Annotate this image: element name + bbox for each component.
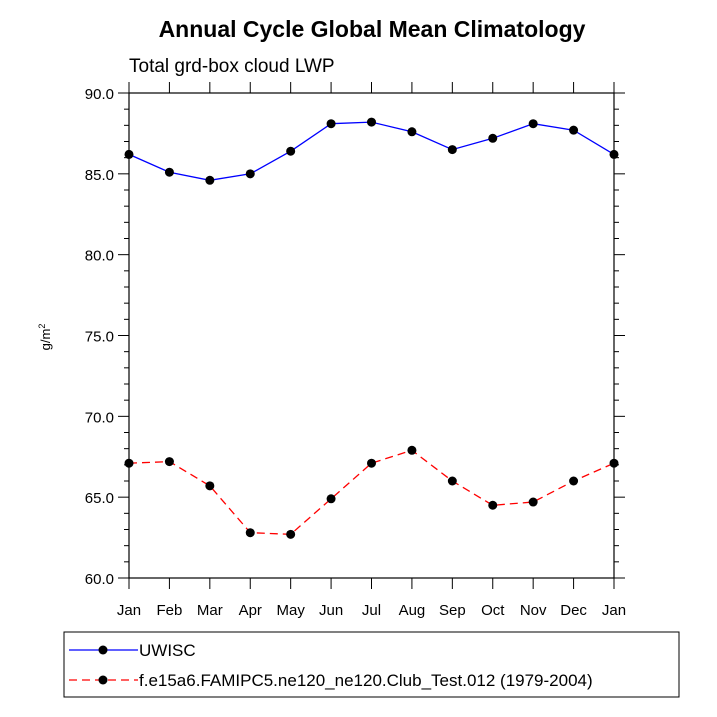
series-1-point: [367, 458, 376, 468]
series-0-point: [488, 133, 498, 143]
x-tick-label: Dec: [560, 602, 587, 619]
y-tick-labels: 60.0 65.0 70.0 75.0 80.0 85.0 90.0: [85, 86, 114, 588]
series-1-point: [569, 476, 579, 486]
x-tick-label: Jul: [362, 602, 381, 619]
x-tick-label: Feb: [156, 602, 182, 619]
series-0-point: [569, 125, 579, 135]
legend-box: [63, 631, 680, 698]
y-tick-label: 85.0: [85, 167, 114, 184]
legend: UWISC f.e15a6.FAMIPC5.ne120_ne120.Club_T…: [63, 631, 680, 698]
series-1-point: [286, 529, 296, 539]
series-0-point: [205, 175, 215, 185]
x-tick-label: May: [276, 602, 305, 619]
series-1-point: [245, 528, 255, 538]
series-line-0: [128, 121, 615, 181]
series-1-point: [447, 476, 457, 486]
x-tick-label: Jan: [602, 602, 626, 619]
x-tick-label: Sep: [439, 602, 466, 619]
y-tick-label: 70.0: [85, 409, 114, 426]
series-layer: [124, 117, 619, 539]
plot-frame: [128, 92, 615, 579]
y-axis-label-superscript: 2: [37, 324, 47, 329]
y-axis-label-base: g/m: [38, 329, 53, 351]
series-0-point: [164, 167, 174, 177]
svg-text:g/m2: g/m2: [37, 324, 53, 351]
chart-subtitle: Total grd-box cloud LWP: [129, 56, 335, 77]
chart-title: Annual Cycle Global Mean Climatology: [159, 16, 586, 42]
series-1-point: [205, 481, 215, 491]
legend-label-model: f.e15a6.FAMIPC5.ne120_ne120.Club_Test.01…: [139, 671, 593, 690]
x-tick-label: Jan: [117, 602, 141, 619]
y-axis-label: g/m2: [37, 324, 53, 351]
series-1-point: [528, 497, 538, 507]
series-0-point: [447, 145, 457, 155]
series-1-point: [326, 494, 336, 504]
x-tick-label: Mar: [197, 602, 223, 619]
x-tick-label: Nov: [520, 602, 547, 619]
axis-ticks: [118, 82, 625, 589]
series-1-point: [488, 500, 498, 510]
legend-label-uwisc: UWISC: [139, 641, 196, 660]
x-tick-label: Jun: [319, 602, 343, 619]
x-tick-label: Aug: [399, 602, 426, 619]
legend-marker-model: [98, 675, 108, 685]
series-0-point: [286, 146, 296, 156]
y-tick-label: 90.0: [85, 86, 114, 103]
series-0-point: [367, 117, 376, 127]
series-0-point: [528, 119, 538, 129]
series-0-point: [245, 169, 255, 179]
x-tick-label: Apr: [239, 602, 262, 619]
series-1-point: [164, 457, 174, 467]
y-tick-label: 75.0: [85, 329, 114, 346]
x-tick-labels: Jan Feb Mar Apr May Jun Jul Aug Sep Oct Nov Dec Jan: [117, 602, 626, 619]
series-1-point: [407, 445, 417, 455]
x-tick-label: Oct: [481, 602, 505, 619]
y-tick-label: 60.0: [85, 571, 114, 588]
y-tick-label: 65.0: [85, 490, 114, 507]
y-tick-label: 80.0: [85, 248, 114, 265]
series-0-point: [407, 127, 417, 137]
legend-marker-uwisc: [98, 645, 108, 655]
series-0-point: [326, 119, 336, 129]
